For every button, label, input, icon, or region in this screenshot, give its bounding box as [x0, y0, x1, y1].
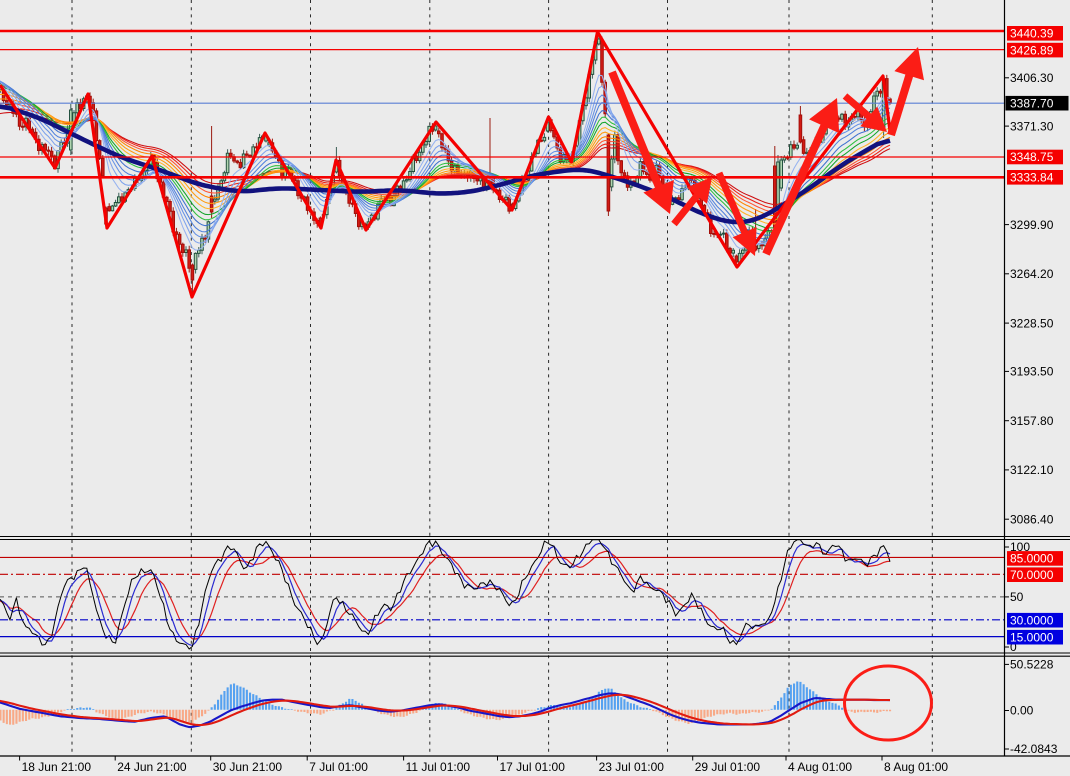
svg-text:24 Jun 21:00: 24 Jun 21:00	[117, 760, 187, 774]
svg-text:3228.50: 3228.50	[1010, 316, 1054, 330]
svg-text:7 Jul 01:00: 7 Jul 01:00	[309, 760, 368, 774]
svg-text:3122.10: 3122.10	[1010, 463, 1054, 477]
svg-text:3371.30: 3371.30	[1010, 119, 1054, 133]
svg-text:70.0000: 70.0000	[1010, 568, 1054, 582]
svg-text:3157.80: 3157.80	[1010, 414, 1054, 428]
svg-text:30 Jun 21:00: 30 Jun 21:00	[213, 760, 283, 774]
svg-text:3406.30: 3406.30	[1010, 71, 1054, 85]
svg-text:3193.50: 3193.50	[1010, 365, 1054, 379]
svg-text:29 Jul 01:00: 29 Jul 01:00	[695, 760, 761, 774]
svg-text:0: 0	[1010, 640, 1017, 654]
svg-text:50.5228: 50.5228	[1010, 658, 1054, 672]
svg-text:3348.75: 3348.75	[1010, 150, 1054, 164]
svg-text:3299.90: 3299.90	[1010, 218, 1054, 232]
svg-text:15.0000: 15.0000	[1010, 630, 1054, 644]
svg-text:100: 100	[1010, 540, 1030, 554]
svg-text:3440.39: 3440.39	[1010, 27, 1054, 41]
svg-text:85.0000: 85.0000	[1010, 552, 1054, 566]
svg-text:30.0000: 30.0000	[1010, 613, 1054, 627]
svg-text:18 Jun 21:00: 18 Jun 21:00	[22, 760, 92, 774]
svg-text:8 Aug 01:00: 8 Aug 01:00	[884, 760, 948, 774]
svg-text:23 Jul 01:00: 23 Jul 01:00	[599, 760, 665, 774]
svg-text:17 Jul 01:00: 17 Jul 01:00	[500, 760, 566, 774]
svg-text:3264.20: 3264.20	[1010, 267, 1054, 281]
svg-text:50: 50	[1010, 590, 1024, 604]
svg-text:3086.40: 3086.40	[1010, 512, 1054, 526]
svg-text:3333.84: 3333.84	[1010, 171, 1054, 185]
svg-text:-42.0843: -42.0843	[1010, 742, 1058, 756]
svg-text:3426.89: 3426.89	[1010, 43, 1054, 57]
svg-text:3387.70: 3387.70	[1010, 96, 1054, 110]
svg-text:0.00: 0.00	[1010, 704, 1034, 718]
svg-text:11 Jul 01:00: 11 Jul 01:00	[406, 760, 471, 774]
svg-text:4 Aug 01:00: 4 Aug 01:00	[788, 760, 852, 774]
